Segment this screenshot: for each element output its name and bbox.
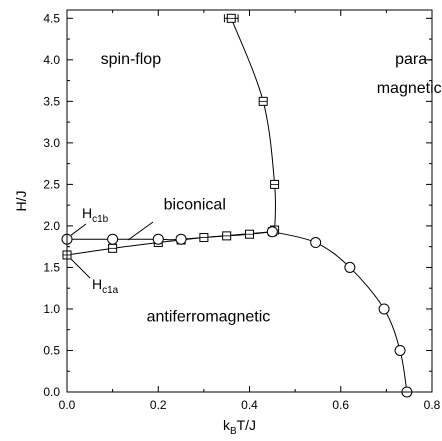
x-axis-label: kBT/J [223, 417, 256, 437]
annotation-leader-line [70, 223, 87, 236]
circle-point [266, 226, 278, 238]
region-label: biconical [164, 196, 226, 213]
x-tick-label: 0.2 [150, 398, 167, 412]
x-tick-label: 0.8 [424, 398, 441, 412]
biconical-leader-line [127, 221, 154, 241]
x-tick-label: 0.0 [59, 398, 76, 412]
x-tick-label: 0.4 [241, 398, 258, 412]
y-tick-label: 3.5 [43, 94, 60, 108]
biconical-boundary-line [67, 231, 273, 241]
region-label: antiferromagnetic [147, 308, 271, 325]
y-tick-label: 0.0 [43, 385, 60, 399]
annotation-label: Hc1b [82, 205, 109, 225]
x-tick-label: 0.6 [332, 398, 349, 412]
y-tick-label: 2.0 [43, 219, 60, 233]
circle-point [394, 344, 406, 356]
circle-point [152, 233, 164, 245]
y-tick-label: 4.5 [43, 11, 60, 25]
phase-boundary-curves [66, 18, 408, 393]
circle-point [310, 237, 322, 249]
region-label: spin-flop [101, 51, 162, 68]
y-tick-label: 0.5 [43, 343, 60, 357]
circle-point [378, 303, 390, 315]
y-axis-label: H/J [13, 191, 29, 212]
y-tick-label: 1.5 [43, 260, 60, 274]
y-tick-label: 1.0 [43, 302, 60, 316]
y-tick-label: 2.5 [43, 177, 60, 191]
annotation-label: Hc1a [92, 276, 119, 296]
y-tick-label: 4.0 [43, 53, 60, 67]
axis-ticks [66, 10, 433, 393]
chart-labels: 0.0 0.2 0.4 0.6 0.8 0.0 0.5 1.0 1.5 2.0 2.5 3.0 3.5 4… [13, 11, 442, 437]
y-tick-label: 3.0 [43, 136, 60, 150]
circle-point [107, 233, 119, 245]
circle-point [175, 233, 187, 245]
region-label: magnetic [377, 80, 442, 97]
afm-boundary-line [66, 231, 273, 256]
circle-point [344, 261, 356, 273]
paramagnetic-boundary-line [230, 18, 277, 235]
region-label: para- [395, 51, 432, 68]
data-markers [61, 13, 413, 398]
annotation-leader-line [70, 258, 91, 279]
